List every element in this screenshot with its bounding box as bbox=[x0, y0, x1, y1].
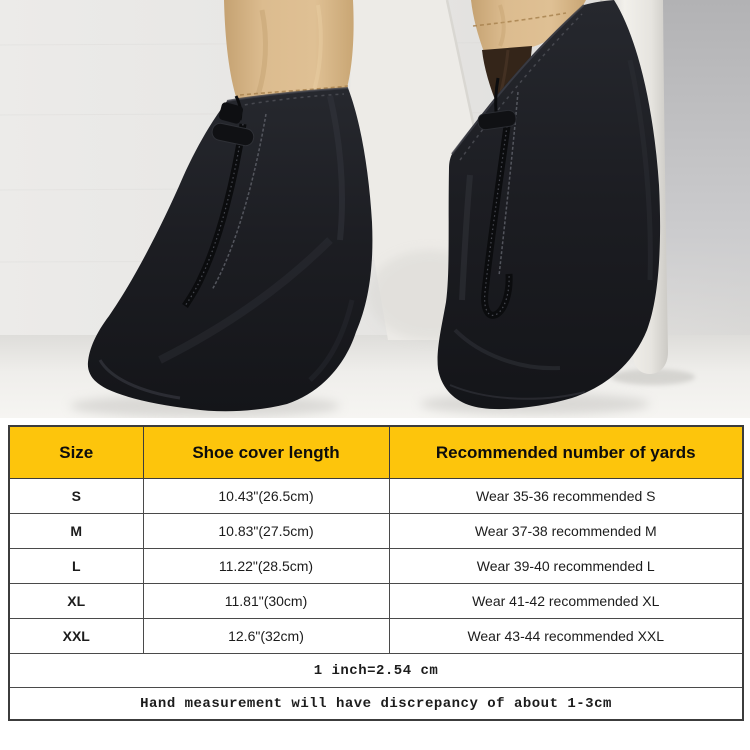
note-row: 1 inch=2.54 cm bbox=[8, 653, 744, 688]
cell-recommend: Wear 43-44 recommended XXL bbox=[388, 618, 744, 654]
left-shoe-cover bbox=[87, 87, 373, 412]
cell-length: 10.83"(27.5cm) bbox=[142, 513, 390, 549]
right-cord-toggle bbox=[477, 77, 517, 131]
pant-hem-stitch bbox=[472, 12, 567, 27]
right-zipper bbox=[481, 91, 519, 319]
right-pant-leg bbox=[471, 0, 586, 52]
cell-recommend: Wear 41-42 recommended XL bbox=[388, 583, 744, 619]
cell-recommend: Wear 37-38 recommended M bbox=[388, 513, 744, 549]
cell-size: XXL bbox=[8, 618, 144, 654]
cell-recommend: Wear 35-36 recommended S bbox=[388, 478, 744, 514]
table-row: S 10.43"(26.5cm) Wear 35-36 recommended … bbox=[8, 478, 744, 514]
cell-length: 12.6"(32cm) bbox=[142, 618, 390, 654]
table-row: XXL 12.6"(32cm) Wear 43-44 recommended X… bbox=[8, 618, 744, 654]
cell-size: S bbox=[8, 478, 144, 514]
cell-length: 11.81"(30cm) bbox=[142, 583, 390, 619]
col-header-length: Shoe cover length bbox=[142, 425, 390, 479]
cell-length: 10.43"(26.5cm) bbox=[142, 478, 390, 514]
left-zipper bbox=[182, 113, 267, 308]
table-row: XL 11.81"(30cm) Wear 41-42 recommended X… bbox=[8, 583, 744, 619]
table-row: M 10.83"(27.5cm) Wear 37-38 recommended … bbox=[8, 513, 744, 549]
pant-hem-stitch bbox=[239, 85, 349, 96]
col-header-size: Size bbox=[8, 425, 144, 479]
right-shoe-cover bbox=[437, 0, 661, 410]
size-chart-table: Size Shoe cover length Recommended numbe… bbox=[8, 425, 744, 721]
note-row: Hand measurement will have discrepancy o… bbox=[8, 687, 744, 721]
header-row: Size Shoe cover length Recommended numbe… bbox=[8, 425, 744, 479]
cell-length: 11.22"(28.5cm) bbox=[142, 548, 390, 584]
cell-recommend: Wear 39-40 recommended L bbox=[388, 548, 744, 584]
reflective-piping bbox=[211, 113, 267, 291]
product-photo bbox=[0, 0, 750, 418]
measurement-discrepancy-note: Hand measurement will have discrepancy o… bbox=[8, 687, 744, 721]
left-cord-toggle bbox=[211, 95, 255, 147]
table-row: L 11.22"(28.5cm) Wear 39-40 recommended … bbox=[8, 548, 744, 584]
cell-size: L bbox=[8, 548, 144, 584]
inch-conversion-note: 1 inch=2.54 cm bbox=[8, 653, 744, 688]
reflective-piping bbox=[498, 91, 519, 277]
cell-size: M bbox=[8, 513, 144, 549]
col-header-recommend: Recommended number of yards bbox=[388, 425, 744, 479]
cell-size: XL bbox=[8, 583, 144, 619]
